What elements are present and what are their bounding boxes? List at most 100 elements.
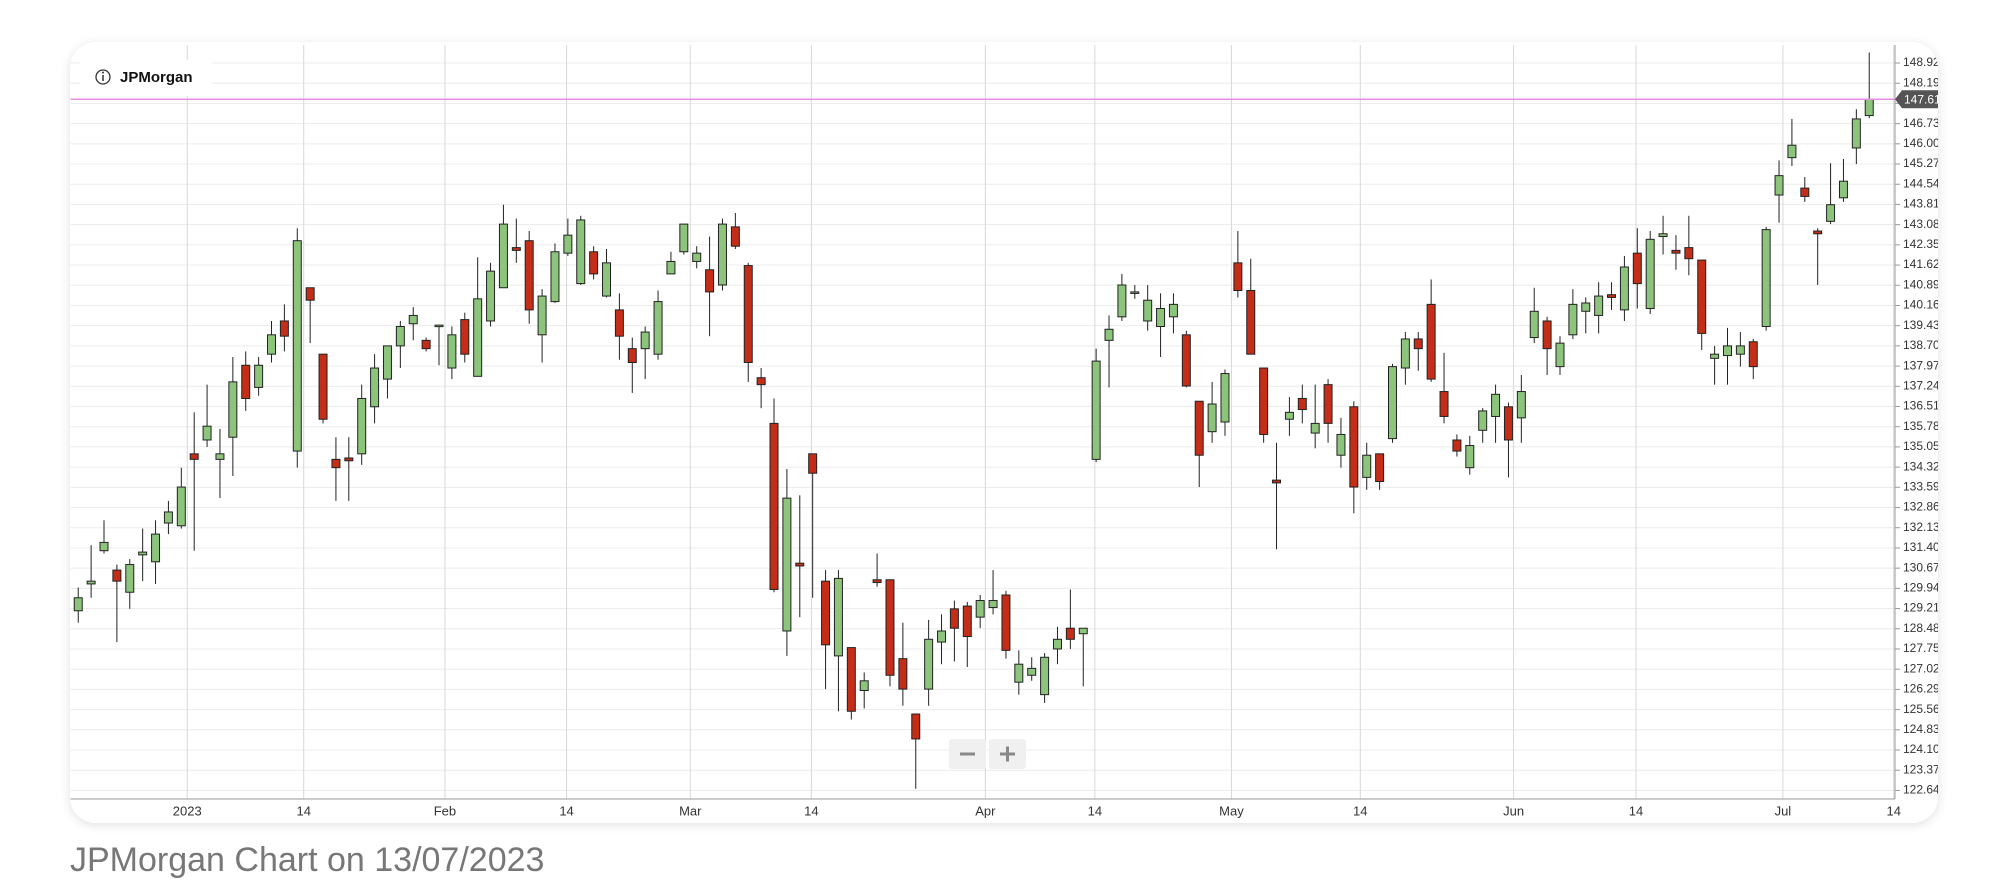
candle-body	[1194, 400, 1204, 456]
y-tick-label: 138.70	[1903, 338, 1940, 352]
candle-body	[1349, 406, 1359, 488]
candle-body	[563, 234, 573, 254]
candle-body	[1362, 454, 1372, 478]
candle-body	[885, 579, 895, 676]
info-icon-dot	[102, 71, 104, 74]
candle-body	[1052, 638, 1062, 650]
candle-body	[1723, 345, 1732, 357]
candle-body	[99, 541, 109, 552]
candle-body	[1297, 397, 1307, 411]
candle-body	[1156, 308, 1166, 328]
y-tick-label: 128.48	[1903, 621, 1940, 635]
candle-body	[524, 240, 534, 311]
candle-body	[1272, 479, 1282, 484]
candle-body	[1439, 391, 1449, 417]
candle-body	[498, 223, 508, 289]
candle-body	[434, 324, 444, 328]
y-tick-label: 129.94	[1903, 581, 1940, 595]
candle-body	[1001, 594, 1011, 651]
candle-body	[1594, 295, 1604, 316]
candle-body	[1027, 667, 1037, 676]
x-tick-label: 2023	[173, 803, 202, 818]
y-tick-label: 127.75	[1903, 641, 1940, 655]
candle-body	[1040, 656, 1050, 696]
candle-body	[1220, 373, 1230, 423]
y-tick-label: 146.73	[1903, 116, 1940, 130]
candle-body	[447, 334, 457, 369]
candle-body	[962, 605, 972, 638]
candle-body	[1864, 98, 1874, 117]
y-tick-label: 145.27	[1903, 156, 1940, 170]
y-tick-label: 136.51	[1903, 399, 1940, 413]
x-tick-label: 14	[1886, 803, 1900, 818]
candle-body	[653, 301, 663, 355]
candle-body	[189, 453, 199, 460]
x-tick-label: 14	[1629, 803, 1643, 818]
candle-body	[602, 262, 612, 297]
x-tick-label: Feb	[434, 803, 456, 818]
candle-body	[486, 270, 496, 322]
candle-body	[1323, 384, 1333, 424]
candle-body	[550, 251, 560, 303]
y-tick-label: 132.13	[1903, 520, 1940, 534]
candle-body	[1787, 144, 1797, 159]
y-tick-label: 148.92	[1903, 55, 1940, 69]
y-tick-label: 141.62	[1903, 257, 1940, 271]
candle-body	[988, 600, 998, 608]
candle-body	[1671, 249, 1681, 254]
candle-body	[511, 247, 521, 251]
candle-body	[1491, 393, 1501, 417]
x-tick-label: 14	[559, 803, 573, 818]
candle-body	[756, 377, 766, 386]
candle-body	[86, 580, 96, 585]
candle-body	[176, 486, 186, 527]
y-tick-label: 137.24	[1903, 378, 1940, 392]
x-tick-label: Apr	[975, 803, 996, 818]
candle-body	[344, 457, 354, 462]
candle-body	[421, 339, 431, 350]
candle-body	[228, 381, 238, 438]
y-tick-label: 139.43	[1903, 318, 1940, 332]
y-tick-label: 130.67	[1903, 560, 1940, 574]
candle-body	[898, 658, 908, 690]
info-icon[interactable]	[95, 69, 111, 85]
candle-body	[460, 319, 470, 355]
candle-body	[279, 320, 289, 337]
candle-body	[808, 453, 818, 474]
y-tick-label: 148.19	[1903, 75, 1940, 89]
x-tick-label: May	[1219, 803, 1244, 818]
candle-body	[924, 638, 934, 690]
candle-body	[782, 497, 792, 632]
candle-body	[795, 562, 805, 567]
candle-body	[1207, 403, 1217, 433]
candle-body	[1516, 391, 1526, 419]
candle-body	[846, 647, 856, 712]
candle-body	[1143, 299, 1153, 322]
candle-body	[305, 287, 315, 301]
legend-label: JPMorgan	[120, 69, 193, 86]
y-tick-label: 143.08	[1903, 217, 1940, 231]
candle-body	[1529, 310, 1539, 339]
candle-body	[614, 309, 624, 337]
candle-body	[1761, 229, 1771, 328]
y-tick-label: 140.89	[1903, 277, 1940, 291]
candles	[73, 52, 1874, 789]
candle-body	[1104, 328, 1114, 341]
candle-body	[1246, 290, 1256, 355]
candle-body	[1826, 204, 1836, 222]
y-tick-label: 127.02	[1903, 661, 1940, 675]
candle-body	[1813, 230, 1823, 235]
candle-body	[138, 551, 148, 556]
candle-body	[859, 680, 869, 691]
overlay: JPMorgan	[80, 60, 1026, 769]
candle-body	[254, 364, 264, 388]
candle-body	[1130, 291, 1140, 294]
x-tick-label: 14	[1353, 803, 1367, 818]
candle-body	[73, 597, 83, 612]
candle-body	[357, 397, 367, 455]
candle-body	[1800, 187, 1810, 197]
candle-body	[1568, 303, 1578, 336]
y-tick-label: 132.86	[1903, 500, 1940, 514]
